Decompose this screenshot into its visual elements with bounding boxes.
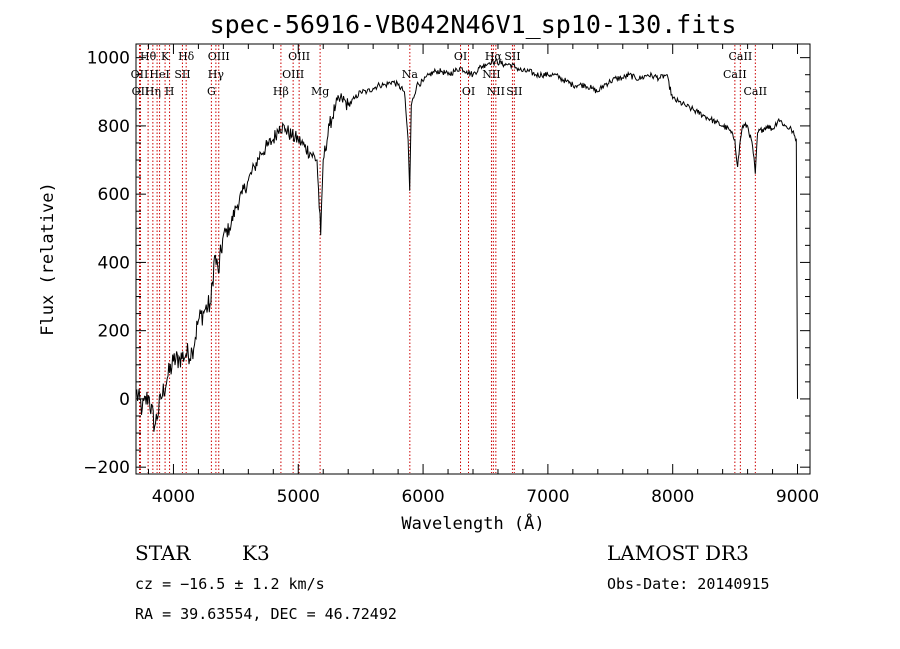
line-marker-label: SII — [504, 50, 520, 63]
line-marker-label: Na — [402, 68, 419, 81]
redshift-text: cz = −16.5 ± 1.2 km/s — [135, 575, 325, 593]
x-axis: 4000 5000 6000 7000 8000 9000 — [147, 44, 819, 507]
line-marker-label: SII — [174, 68, 190, 81]
obs-date-text: Obs-Date: 20140915 — [607, 575, 770, 593]
line-marker-label: G — [207, 85, 216, 98]
line-marker-label: OIII — [208, 50, 230, 63]
x-tick-label: 9000 — [776, 487, 819, 507]
survey-name: LAMOST DR3 — [607, 541, 749, 565]
line-markers — [138, 45, 756, 473]
line-marker-label: CaII — [743, 85, 767, 98]
line-marker-label: K — [161, 50, 170, 63]
line-marker-label: CaII — [723, 68, 747, 81]
line-marker-label: NII — [482, 68, 500, 81]
object-class: STAR — [135, 541, 191, 565]
y-axis: −200 0 200 400 600 800 1000 — [83, 49, 810, 478]
y-tick-label: 200 — [98, 322, 130, 342]
x-tick-label: 6000 — [401, 487, 444, 507]
line-marker-label: H — [165, 85, 175, 98]
x-tick-label: 5000 — [277, 487, 320, 507]
line-marker-label: SII — [506, 85, 522, 98]
line-marker-label: Hβ — [273, 85, 289, 98]
x-tick-label: 4000 — [152, 487, 195, 507]
y-tick-label: 800 — [98, 117, 130, 137]
line-marker-label: OIII — [282, 68, 304, 81]
line-marker-label: Hθ — [140, 50, 157, 63]
line-marker-label: Hδ — [178, 50, 195, 63]
line-labels: OIIOIIHθHηHeIKHSIIHδGHγOIIIHβOIIIOIIIMgN… — [131, 50, 768, 98]
line-marker-label: CaII — [729, 50, 753, 63]
object-subclass: K3 — [242, 541, 270, 565]
coordinates-text: RA = 39.63554, DEC = 46.72492 — [135, 605, 397, 623]
x-axis-label: Wavelength (Å) — [401, 512, 544, 534]
line-marker-label: OI — [462, 85, 475, 98]
line-marker-label: Hγ — [208, 68, 225, 81]
x-tick-label: 7000 — [526, 487, 569, 507]
x-tick-label: 8000 — [651, 487, 694, 507]
chart-title: spec-56916-VB042N46V1_sp10-130.fits — [210, 10, 737, 39]
line-marker-label: Mg — [311, 85, 329, 98]
plot-frame — [135, 43, 811, 475]
line-marker-label: OIII — [288, 50, 310, 63]
line-marker-label: Hα — [485, 50, 503, 63]
line-marker-label: NII — [487, 85, 505, 98]
y-tick-label: 0 — [119, 390, 130, 410]
y-tick-label: 1000 — [87, 49, 130, 69]
line-marker-label: HeI — [149, 68, 169, 81]
line-marker-label: Hη — [145, 85, 161, 98]
y-tick-label: 600 — [98, 185, 130, 205]
y-tick-label: 400 — [98, 253, 130, 273]
y-tick-label: −200 — [83, 458, 130, 478]
y-axis-label: Flux (relative) — [38, 182, 58, 336]
spectrum-series-line — [136, 57, 798, 432]
line-marker-label: OI — [454, 50, 467, 63]
